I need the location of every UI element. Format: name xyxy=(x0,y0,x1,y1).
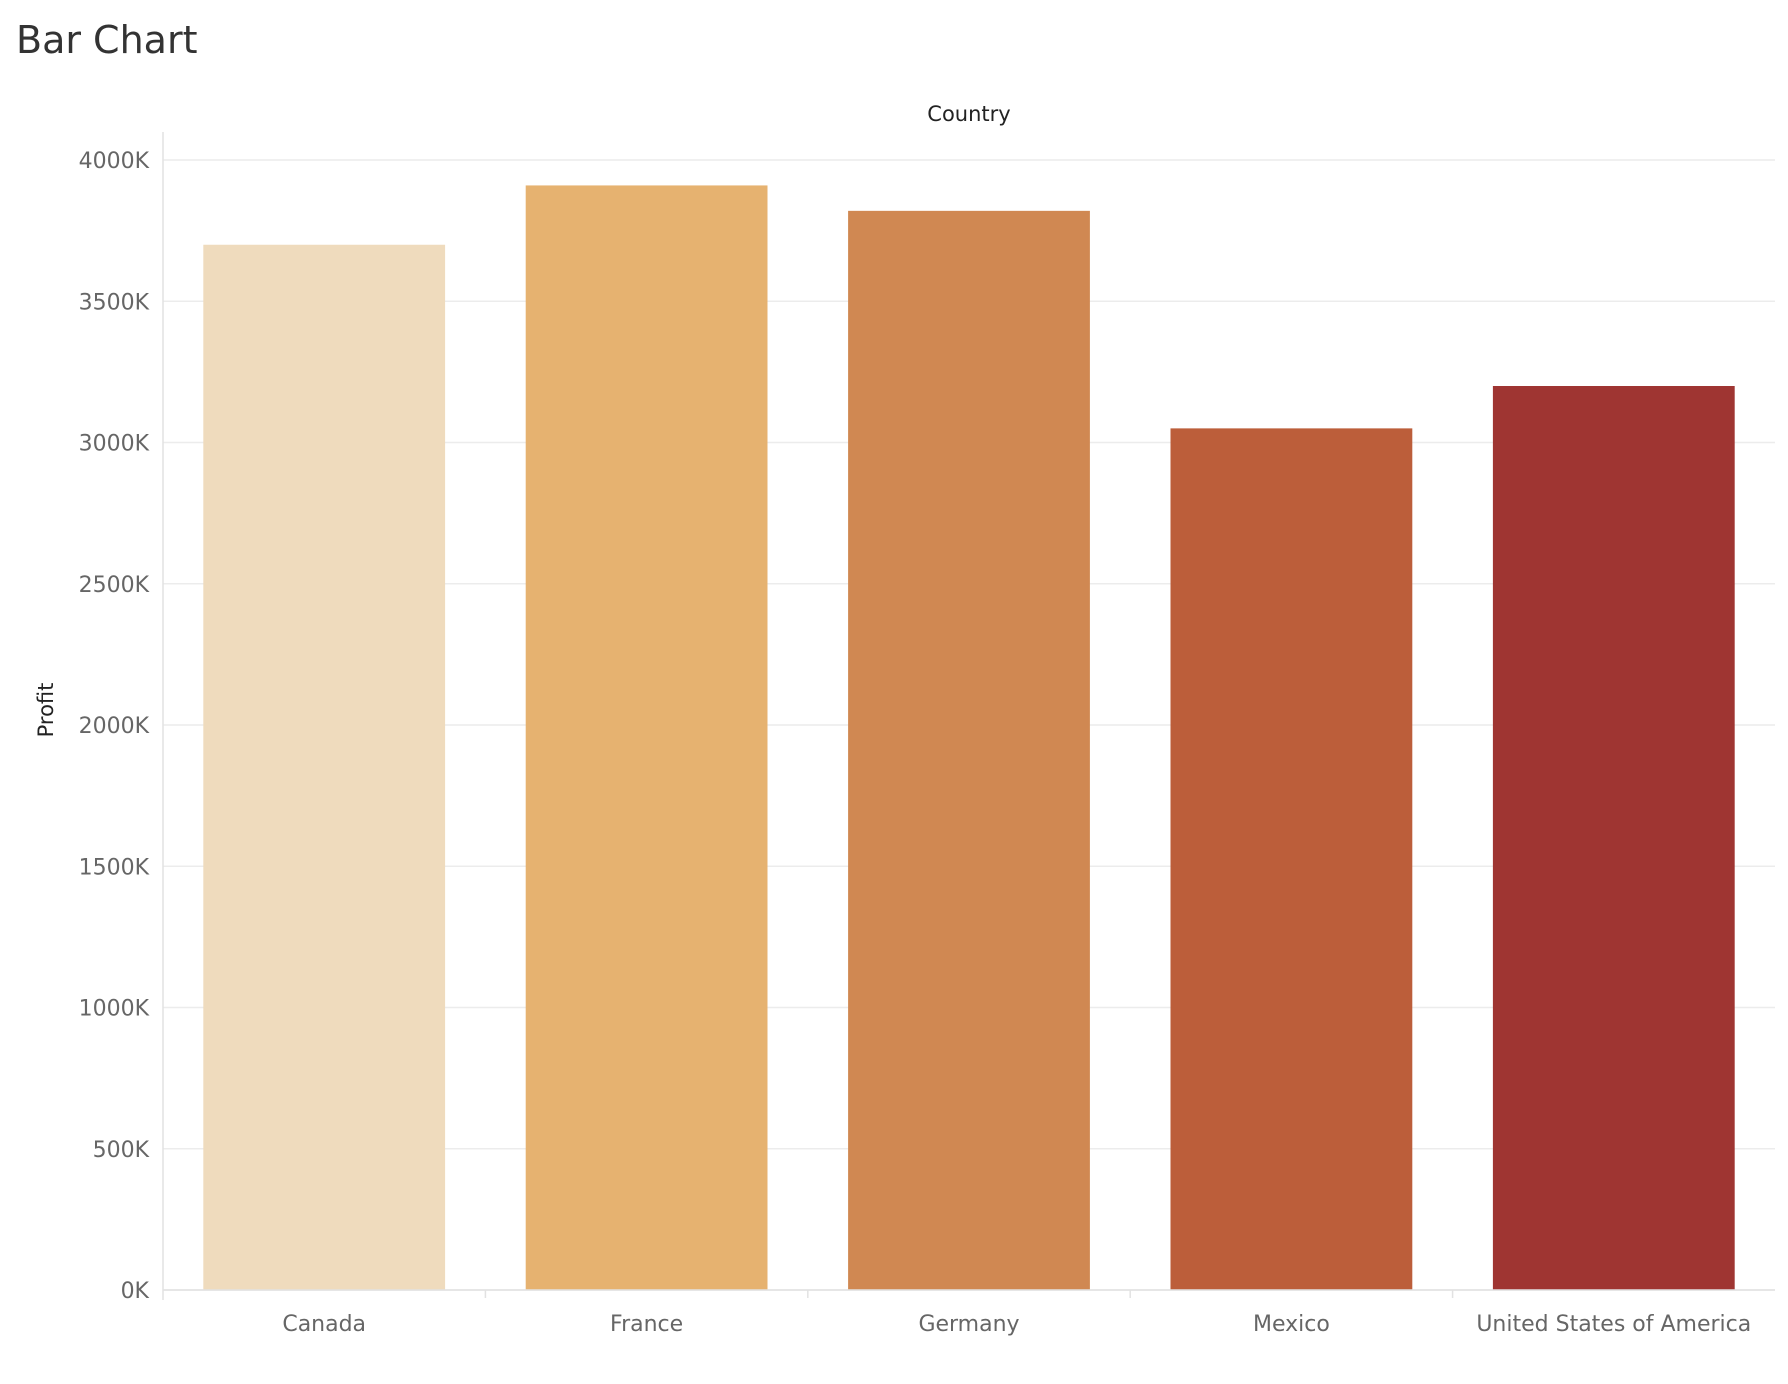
x-tick-label: United States of America xyxy=(1476,1312,1751,1337)
y-tick-label: 0K xyxy=(121,1279,150,1304)
bar-mexico[interactable] xyxy=(1170,428,1413,1290)
y-tick-label: 3500K xyxy=(79,290,150,315)
y-tick-label: 2500K xyxy=(79,573,150,598)
y-axis-title: Profit xyxy=(34,683,58,738)
x-tick-label: Canada xyxy=(282,1312,366,1337)
y-tick-label: 3000K xyxy=(79,432,150,457)
axes: 0K 500K 1000K 1500K 2000K 2500K 3000K 3500K 4000… xyxy=(79,132,1775,1337)
y-tick-label: 500K xyxy=(93,1138,150,1163)
x-tick-label: Germany xyxy=(918,1312,1019,1337)
y-tick-label: 1500K xyxy=(79,855,150,880)
bar-canada[interactable] xyxy=(203,244,446,1290)
page-title: Bar Chart xyxy=(16,18,198,62)
bar-germany[interactable] xyxy=(848,210,1090,1291)
y-tick-label: 4000K xyxy=(79,149,150,174)
x-axis-title: Country xyxy=(927,102,1010,126)
bar-united-states-of-america[interactable] xyxy=(1492,386,1735,1290)
y-tick-label: 2000K xyxy=(79,714,150,739)
x-tick-label: France xyxy=(610,1312,683,1337)
bars xyxy=(203,185,1735,1291)
bar-france[interactable] xyxy=(525,185,768,1290)
y-tick-label: 1000K xyxy=(79,997,150,1022)
x-tick-label: Mexico xyxy=(1253,1312,1330,1337)
